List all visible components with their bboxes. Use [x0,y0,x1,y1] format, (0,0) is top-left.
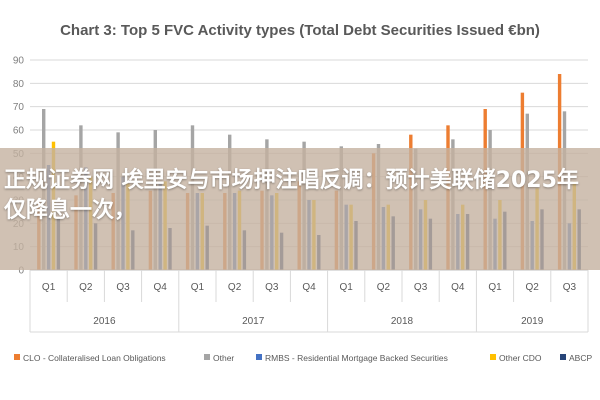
legend-label: CLO - Collateralised Loan Obligations [23,353,166,363]
x-axis: Q1 Q2 Q3 Q4 Q1 Q2 Q3 Q4 Q1 Q2 Q3 Q4 Q1 Q2 Q3 2016 2017 20… [29,269,589,333]
x-tick-label: Q2 [377,282,391,293]
x-tick-label: Q1 [488,282,502,293]
legend-label: Other [213,353,234,363]
legend-swatch [14,354,20,360]
year-label: 2016 [93,316,116,327]
x-tick-label: Q3 [265,282,279,293]
legend: CLO - Collateralised Loan Obligations Oth… [14,353,592,363]
x-tick-label: Q1 [42,282,56,293]
legend-label: Other CDO [499,353,542,363]
legend-swatch [204,354,210,360]
x-tick-label: Q4 [451,282,465,293]
x-tick-label: Q4 [154,282,168,293]
x-tick-label: Q3 [563,282,577,293]
legend-swatch [490,354,496,360]
y-tick-label: 90 [13,56,25,67]
y-tick-label: 80 [13,79,25,90]
x-tick-label: Q2 [526,282,540,293]
y-tick-label: 70 [13,102,25,113]
chart-title: Chart 3: Top 5 FVC Activity types (Total… [60,22,540,39]
y-tick-label: 0 [18,266,24,277]
x-tick-label: Q3 [414,282,428,293]
year-label: 2017 [242,316,265,327]
legend-swatch [256,354,262,360]
legend-label: ABCP [569,353,592,363]
overlay-headline: 正规证券网 埃里安与市场押注唱反调：预计美联储2025年仅降息一次， [4,168,579,223]
x-tick-label: Q4 [302,282,316,293]
year-label: 2018 [391,316,414,327]
x-tick-label: Q1 [340,282,354,293]
x-tick-label: Q3 [116,282,130,293]
overlay-banner [0,148,600,270]
y-tick-label: 60 [13,126,25,137]
legend-swatch [560,354,566,360]
legend-label: RMBS - Residential Mortgage Backed Secur… [265,353,448,363]
x-tick-label: Q2 [79,282,93,293]
x-tick-label: Q2 [228,282,242,293]
x-tick-label: Q1 [191,282,205,293]
year-label: 2019 [521,316,544,327]
